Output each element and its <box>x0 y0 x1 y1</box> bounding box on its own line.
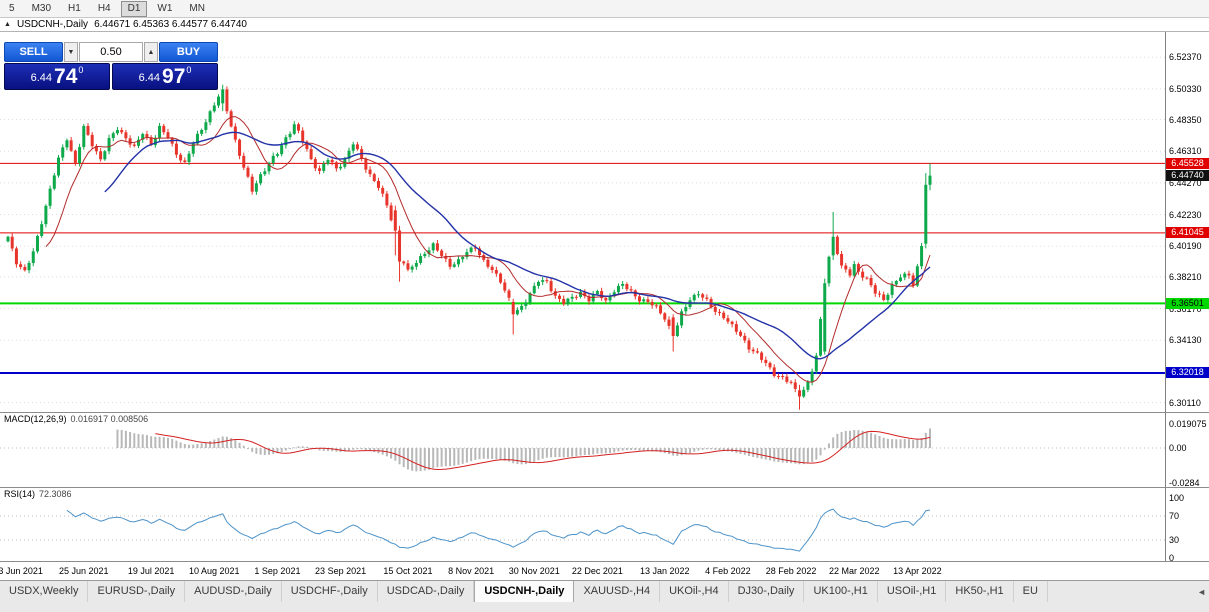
sell-price-pipette: 0 <box>78 65 84 75</box>
date-axis-label: 10 Aug 2021 <box>189 566 240 576</box>
hline-price-tag: 6.36501 <box>1166 297 1209 309</box>
rsi-scale: 100 70 30 0 <box>1165 488 1209 563</box>
macd-chart-canvas[interactable] <box>0 413 1165 487</box>
symbol-tab-usdcad-daily[interactable]: USDCAD-,Daily <box>378 581 475 602</box>
macd-scale-label: 0.00 <box>1169 443 1187 453</box>
symbol-tab-audusd-daily[interactable]: AUDUSD-,Daily <box>185 581 282 602</box>
date-axis-label: 30 Nov 2021 <box>508 566 560 576</box>
tab-scroll-left-icon[interactable]: ◄ <box>1197 587 1206 597</box>
rsi-scale-label: 0 <box>1169 553 1175 563</box>
lot-increase-button[interactable]: ▲ <box>144 42 158 62</box>
symbol-tab-uk100-h1[interactable]: UK100-,H1 <box>804 581 878 602</box>
date-axis[interactable]: 3 Jun 2021 25 Jun 2021 19 Jul 2021 10 Aug 2… <box>0 562 1209 580</box>
hline-price-tag: 6.41045 <box>1166 227 1209 239</box>
date-axis-label: 4 Feb 2022 <box>705 566 751 576</box>
chart-symbol-title: USDCNH-,Daily <box>16 19 89 30</box>
timeframe-button-h4[interactable]: H4 <box>97 2 111 14</box>
date-axis-label: 22 Dec 2021 <box>571 566 623 576</box>
macd-scale: 0.019075 0.00 -0.0284 <box>1165 413 1209 489</box>
price-scale-label: 6.44270 <box>1169 177 1202 188</box>
chart-title-bar: ▲ USDCNH-,Daily 6.44671 6.45363 6.44577 … <box>0 18 1209 32</box>
collapse-triangle-icon: ▲ <box>4 21 11 28</box>
current-price-tag: 6.44740 <box>1166 170 1209 182</box>
macd-scale-label: 0.019075 <box>1169 419 1207 430</box>
date-axis-label: 1 Sep 2021 <box>254 566 301 576</box>
date-axis-label: 19 Jul 2021 <box>127 566 175 576</box>
macd-label: MACD(12,26,9) 0.016917 0.008506 <box>4 414 149 424</box>
panel-separator <box>0 561 1209 562</box>
date-axis-label: 13 Jan 2022 <box>639 566 690 576</box>
symbol-tab-eurusd-daily[interactable]: EURUSD-,Daily <box>88 581 186 602</box>
timeframe-button-h1[interactable]: H1 <box>68 2 81 14</box>
price-scale-label: 6.50330 <box>1169 83 1202 94</box>
price-scale-label: 6.40190 <box>1169 241 1202 252</box>
date-axis-label: 25 Jun 2021 <box>58 566 109 576</box>
panel-separator[interactable] <box>0 412 1209 413</box>
timeframe-button-5[interactable]: 5 <box>9 2 15 14</box>
rsi-scale-label: 100 <box>1169 493 1185 503</box>
price-scale-label: 6.52370 <box>1169 52 1202 63</box>
sell-price-main: 74 <box>54 65 78 88</box>
rsi-scale-label: 70 <box>1169 511 1180 521</box>
timeframe-button-m30[interactable]: M30 <box>31 2 52 14</box>
candlestick-chart-canvas[interactable] <box>0 32 1165 412</box>
sell-price-display[interactable]: 6.44 74 0 <box>4 63 110 90</box>
buy-price-main: 97 <box>162 65 186 88</box>
buy-button[interactable]: BUY <box>159 42 218 62</box>
symbol-tab-eu[interactable]: EU <box>1014 581 1048 602</box>
macd-scale-label: -0.0284 <box>1169 478 1200 489</box>
symbol-tab-usdx-weekly[interactable]: USDX,Weekly <box>0 581 89 602</box>
sell-price-prefix: 6.44 <box>30 72 53 84</box>
hline-price-tag: 6.45528 <box>1166 157 1209 169</box>
one-click-trading-panel: SELL ▼ ▲ BUY 6.44 74 0 6.44 97 0 <box>4 42 218 90</box>
hline-price-tag: 6.32018 <box>1166 367 1209 379</box>
buy-price-prefix: 6.44 <box>138 72 161 84</box>
symbol-tab-hk50-h1[interactable]: HK50-,H1 <box>946 581 1014 602</box>
date-axis-label: 15 Oct 2021 <box>383 566 433 576</box>
date-axis-label: 3 Jun 2021 <box>0 566 43 576</box>
price-scale[interactable]: 6.52370 6.50330 6.48350 6.46310 6.44270 6.422… <box>1165 32 1209 412</box>
timeframe-button-d1[interactable]: D1 <box>120 0 148 17</box>
price-scale-label: 6.30110 <box>1169 397 1201 408</box>
symbol-tab-usdchf-daily[interactable]: USDCHF-,Daily <box>282 581 378 602</box>
symbol-tab-dj30-daily[interactable]: DJ30-,Daily <box>729 581 805 602</box>
lot-size-input[interactable] <box>79 42 143 62</box>
symbol-tabbar: USDX,Weekly EURUSD-,Daily AUDUSD-,Daily USD… <box>0 580 1209 612</box>
date-axis-label: 22 Mar 2022 <box>828 566 880 576</box>
rsi-chart-canvas[interactable] <box>0 488 1165 561</box>
price-scale-label: 6.48350 <box>1169 114 1202 125</box>
buy-price-display[interactable]: 6.44 97 0 <box>112 63 218 90</box>
lot-decrease-button[interactable]: ▼ <box>64 42 78 62</box>
symbol-tab-usdcnh-daily[interactable]: USDCNH-,Daily <box>474 581 575 602</box>
timeframe-button-w1[interactable]: W1 <box>157 2 173 14</box>
price-scale-label: 6.34130 <box>1169 335 1202 346</box>
price-scale-label: 6.42230 <box>1169 209 1202 220</box>
timeframe-toolbar: 5 M30 H1 H4 D1 W1 MN <box>0 0 1209 18</box>
symbol-tab-xauusd-h4[interactable]: XAUUSD-,H4 <box>574 581 661 602</box>
price-scale-label: 6.46310 <box>1169 146 1202 157</box>
symbol-tab-ukoil-h4[interactable]: UKOil-,H4 <box>660 581 729 602</box>
main-price-chart[interactable]: SELL ▼ ▲ BUY 6.44 74 0 6.44 97 0 <box>0 32 1165 412</box>
macd-indicator-panel[interactable]: MACD(12,26,9) 0.016917 0.008506 <box>0 413 1165 487</box>
sell-button[interactable]: SELL <box>4 42 63 62</box>
date-axis-label: 13 Apr 2022 <box>893 566 942 576</box>
date-axis-label: 23 Sep 2021 <box>315 566 367 576</box>
date-axis-label: 8 Nov 2021 <box>448 566 495 576</box>
date-axis-label: 28 Feb 2022 <box>765 566 817 576</box>
panel-separator[interactable] <box>0 487 1209 488</box>
symbol-tab-usoil-h1[interactable]: USOil-,H1 <box>878 581 947 602</box>
buy-price-pipette: 0 <box>186 65 192 75</box>
timeframe-button-mn[interactable]: MN <box>189 2 205 14</box>
rsi-indicator-panel[interactable]: RSI(14) 72.3086 <box>0 488 1165 561</box>
price-scale-label: 6.38210 <box>1169 271 1202 282</box>
rsi-scale-label: 30 <box>1169 535 1180 545</box>
chart-ohlc-values: 6.44671 6.45363 6.44577 6.44740 <box>94 19 247 30</box>
rsi-label: RSI(14) 72.3086 <box>4 489 72 499</box>
